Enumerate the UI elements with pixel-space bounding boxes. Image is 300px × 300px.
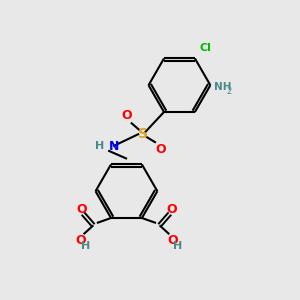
Text: N: N (109, 140, 119, 153)
Text: O: O (166, 203, 177, 216)
Text: O: O (76, 203, 87, 216)
Text: NH: NH (214, 82, 231, 92)
Text: H: H (172, 241, 182, 251)
Text: O: O (121, 109, 132, 122)
Text: S: S (138, 127, 148, 141)
Text: H: H (94, 142, 104, 152)
Text: Cl: Cl (199, 43, 211, 53)
Text: 2: 2 (227, 87, 232, 96)
Text: O: O (155, 142, 166, 156)
Text: O: O (75, 234, 86, 247)
Text: H: H (81, 241, 90, 251)
Text: O: O (167, 234, 178, 247)
